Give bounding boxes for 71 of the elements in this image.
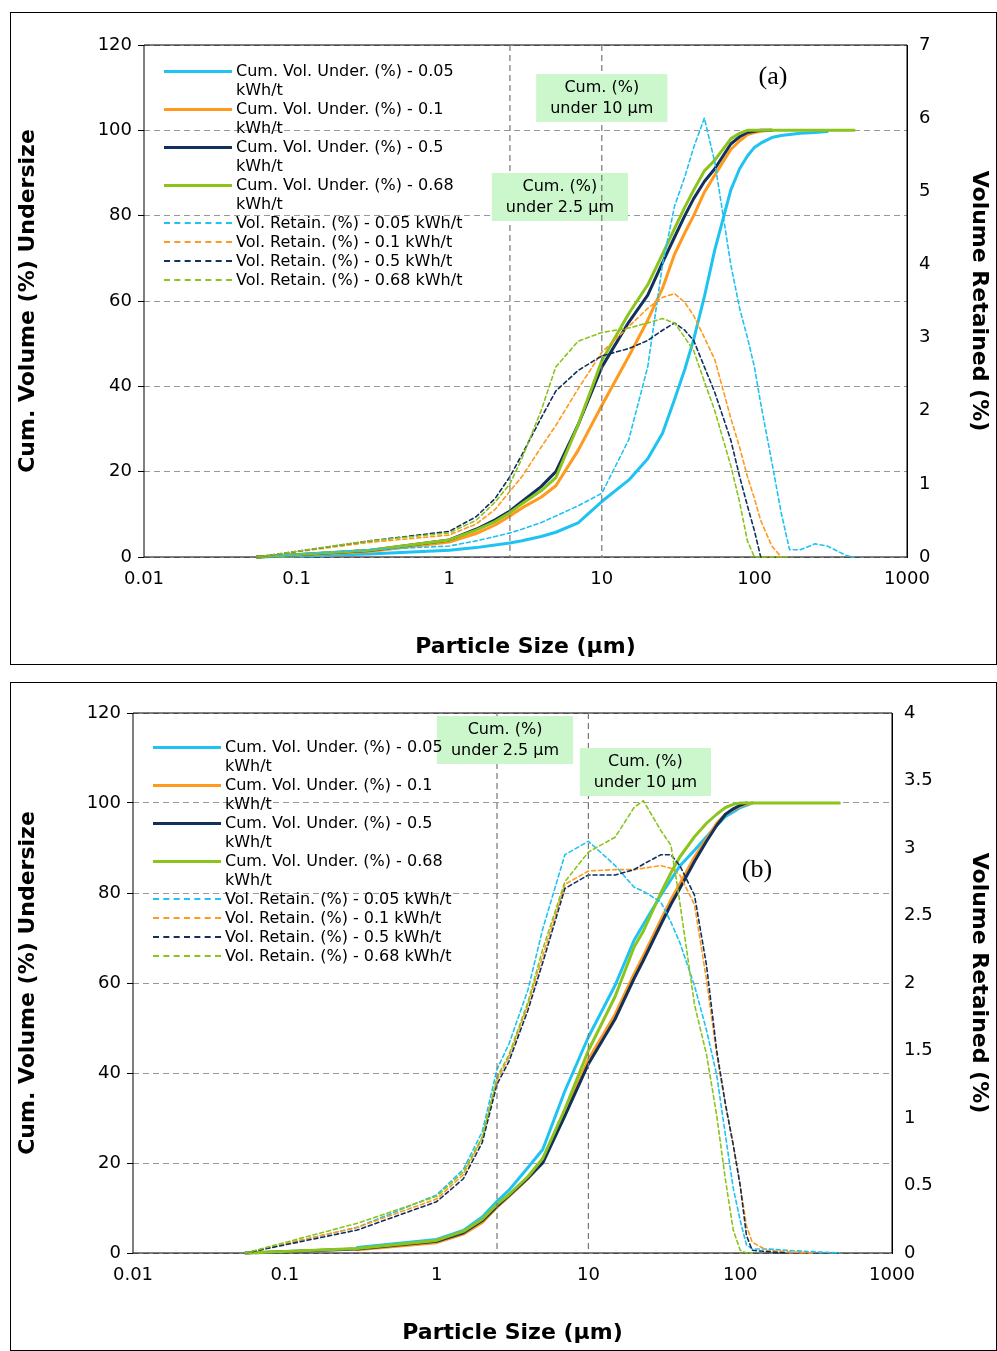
legend-label: Cum. Vol. Under. (%) - 0.5 kWh/t [236, 137, 445, 175]
ref-line-label: Cum. (%) under 10 µm [593, 750, 697, 791]
y2-tick-label: 2 [919, 398, 931, 420]
y-tick-label: 40 [98, 1060, 121, 1082]
y2-tick-label: 7 [919, 32, 931, 54]
y2-tick-label: 3.5 [904, 768, 933, 790]
legend-label: Vol. Retain. (%) - 0.68 kWh/t [225, 946, 453, 965]
y2-tick-label: 0 [919, 544, 931, 566]
y2-axis-title: Volume Retained (%) [968, 170, 994, 432]
x-tick-label: 100 [723, 1263, 758, 1285]
y-tick-label: 80 [109, 203, 132, 225]
y-axis-title: Cum. Volume (%) Undersize [13, 129, 39, 473]
y2-tick-label: 0.5 [904, 1173, 933, 1195]
x-tick-label: 10 [590, 567, 614, 589]
legend-label: Vol. Retain. (%) - 0.05 kWh/t [236, 213, 464, 232]
y2-tick-label: 2.5 [904, 903, 933, 925]
x-tick-label: 1 [443, 567, 455, 589]
legend-label: Vol. Retain. (%) - 0.5 kWh/t [225, 927, 443, 946]
y-tick-label: 40 [109, 374, 132, 396]
y2-tick-label: 1 [919, 471, 931, 493]
legend-label: Cum. Vol. Under. (%) - 0.05 kWh/t [225, 737, 443, 775]
y-axis-title: Cum. Volume (%) Undersize [13, 811, 39, 1155]
x-tick-label: 1 [430, 1263, 443, 1285]
x-tick-label: 0.01 [112, 1263, 154, 1285]
legend-label: Cum. Vol. Under. (%) - 0.1 kWh/t [236, 99, 445, 137]
legend-label: Vol. Retain. (%) - 0.1 kWh/t [225, 908, 443, 927]
ref-line-label: Cum. (%) under 10 µm [550, 76, 654, 117]
legend-label: Cum. Vol. Under. (%) - 0.68 kWh/t [236, 175, 455, 213]
legend-label: Vol. Retain. (%) - 0.05 kWh/t [225, 889, 453, 908]
y-tick-label: 80 [98, 880, 121, 902]
legend-label: Vol. Retain. (%) - 0.5 kWh/t [236, 251, 454, 270]
y2-tick-label: 0 [904, 1240, 916, 1262]
y2-tick-label: 3 [904, 835, 916, 857]
legend-label: Cum. Vol. Under. (%) - 0.1 kWh/t [225, 775, 434, 813]
x-tick-label: 0.01 [123, 567, 165, 589]
ref-line-label: Cum. (%) under 2.5 µm [450, 718, 560, 759]
x-tick-label: 1000 [884, 567, 930, 589]
x-tick-label: 10 [576, 1263, 600, 1285]
y2-tick-label: 6 [919, 105, 931, 127]
y-tick-label: 100 [86, 790, 121, 812]
y2-tick-label: 4 [904, 700, 916, 722]
x-tick-label: 1000 [869, 1263, 915, 1285]
y-tick-label: 60 [109, 288, 132, 310]
annotation: (b) [741, 853, 773, 883]
y2-tick-label: 2 [904, 970, 916, 992]
y-tick-label: 0 [109, 1240, 121, 1262]
y2-tick-label: 1 [904, 1105, 916, 1127]
annotation: (a) [758, 60, 788, 90]
y2-axis-title: Volume Retained (%) [968, 852, 994, 1114]
legend-label: Cum. Vol. Under. (%) - 0.5 kWh/t [225, 813, 434, 851]
ref-line-label: Cum. (%) under 2.5 µm [505, 175, 615, 216]
y-tick-label: 120 [86, 700, 121, 722]
x-tick-label: 100 [737, 567, 772, 589]
y-tick-label: 20 [98, 1150, 121, 1172]
x-tick-label: 0.1 [282, 567, 311, 589]
y-tick-label: 120 [97, 32, 132, 54]
y-tick-label: 20 [109, 459, 132, 481]
y2-tick-label: 3 [919, 325, 931, 347]
y2-tick-label: 5 [919, 178, 931, 200]
y2-tick-label: 4 [919, 252, 931, 274]
y-tick-label: 60 [98, 970, 121, 992]
y2-tick-label: 1.5 [904, 1038, 933, 1060]
y-tick-label: 0 [120, 544, 132, 566]
x-axis-title: Particle Size (µm) [402, 1318, 623, 1344]
y-tick-label: 100 [97, 118, 132, 140]
legend-label: Vol. Retain. (%) - 0.1 kWh/t [236, 232, 454, 251]
legend-label: Cum. Vol. Under. (%) - 0.05 kWh/t [236, 61, 455, 99]
x-tick-label: 0.1 [270, 1263, 300, 1285]
legend-label: Cum. Vol. Under. (%) - 0.68 kWh/t [225, 851, 444, 889]
x-axis-title: Particle Size (µm) [415, 632, 636, 658]
legend-label: Vol. Retain. (%) - 0.68 kWh/t [236, 270, 464, 289]
